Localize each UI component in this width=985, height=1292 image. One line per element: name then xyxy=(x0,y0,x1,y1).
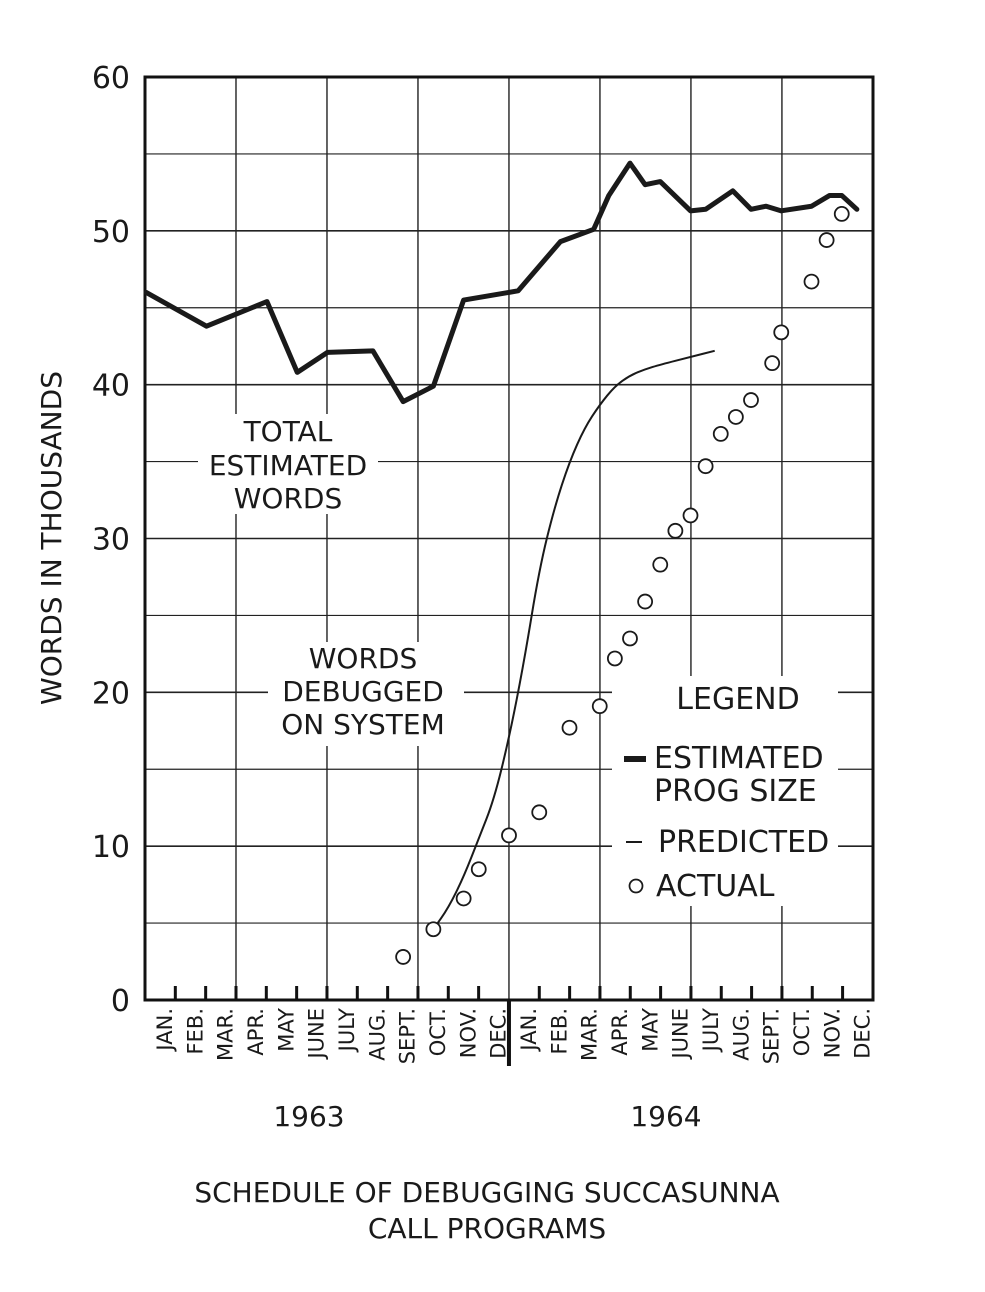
actual-point-4 xyxy=(501,827,517,844)
actual-point-5 xyxy=(531,804,548,821)
total-estimated-line-3: WORDS xyxy=(234,482,343,515)
actual-point-2 xyxy=(455,890,472,907)
total-estimated-mask xyxy=(198,414,378,514)
actual-point-14 xyxy=(697,458,714,475)
series-layer xyxy=(143,160,860,965)
y-tick-30: 30 xyxy=(92,523,130,558)
actual-point-6 xyxy=(561,719,578,736)
actual-point-10 xyxy=(637,593,654,610)
x-tick-label-1: FEB. xyxy=(183,1008,207,1054)
x-tick-label-2: MAR. xyxy=(214,1008,238,1061)
x-tick-label-6: JULY xyxy=(335,1008,359,1053)
legend-estimated-line-2: PROG SIZE xyxy=(654,774,817,809)
actual-point-16 xyxy=(727,409,744,425)
y-tick-10: 10 xyxy=(92,830,130,865)
actual-point-13 xyxy=(682,507,699,524)
actual-point-0 xyxy=(395,949,412,965)
x-tick-label-5: JUNE xyxy=(305,1008,329,1061)
actual-point-3 xyxy=(470,861,487,878)
x-tick-label-19: AUG. xyxy=(729,1008,753,1061)
x-tick-label-0: JAN. xyxy=(153,1008,177,1053)
x-tick-label-21: OCT. xyxy=(790,1008,814,1056)
actual-point-18 xyxy=(764,355,781,372)
grid xyxy=(145,77,873,1000)
y-tick-20: 20 xyxy=(92,676,130,711)
x-tick-label-20: SEPT. xyxy=(760,1008,784,1064)
x-tick-labels: JAN. FEB. MAR. APR. MAY JUNE JULY AUG. SEPT. OCT.… xyxy=(153,1008,875,1064)
x-tick-label-9: OCT. xyxy=(426,1008,450,1056)
words-debugged-line-2: DEBUGGED xyxy=(282,675,444,708)
legend-estimated-line-1: ESTIMATED xyxy=(654,741,824,776)
x-tick-label-18: JULY xyxy=(699,1008,723,1053)
x-ticks xyxy=(173,986,845,1066)
actual-point-9 xyxy=(622,630,638,647)
actual-point-15 xyxy=(712,425,729,442)
x-tick-label-8: SEPT. xyxy=(396,1008,420,1064)
actual-point-1 xyxy=(425,921,442,938)
x-tick-label-14: MAR. xyxy=(578,1008,602,1061)
x-tick-label-12: JAN. xyxy=(517,1008,541,1053)
actual-point-17 xyxy=(743,392,759,408)
actual-point-22 xyxy=(833,206,850,222)
x-tick-label-3: APR. xyxy=(244,1008,268,1056)
x-tick-label-15: APR. xyxy=(608,1008,632,1056)
x-tick-label-22: NOV. xyxy=(820,1008,844,1058)
actual-point-12 xyxy=(667,522,684,539)
chart-title-line-1: SCHEDULE OF DEBUGGING SUCCASUNNA xyxy=(194,1176,779,1209)
actual-point-20 xyxy=(803,273,820,290)
x-tick-label-16: MAY xyxy=(638,1008,662,1052)
chart-title-line-2: CALL PROGRAMS xyxy=(368,1212,606,1245)
total-estimated-line-2: ESTIMATED xyxy=(209,449,367,482)
x-tick-label-4: MAY xyxy=(274,1008,298,1052)
legend-actual-swatch xyxy=(628,878,644,894)
legend-mask xyxy=(612,676,838,906)
words-debugged-line-1: WORDS xyxy=(309,642,418,675)
legend-title: LEGEND xyxy=(676,682,799,717)
x-tick-label-17: JUNE xyxy=(669,1008,693,1061)
year-label-1963: 1963 xyxy=(273,1100,344,1133)
x-tick-label-10: NOV. xyxy=(456,1008,480,1058)
actual-point-21 xyxy=(818,232,835,248)
words-debugged-line-3: ON SYSTEM xyxy=(281,708,445,741)
y-axis-label: WORDS IN THOUSANDS xyxy=(35,371,68,705)
predicted-line xyxy=(432,349,715,930)
actual-point-11 xyxy=(652,556,669,573)
y-tick-50: 50 xyxy=(92,215,130,250)
legend-actual-label: ACTUAL xyxy=(656,869,775,904)
words-debugged-mask xyxy=(268,642,464,746)
x-tick-label-11: DEC. xyxy=(487,1008,511,1059)
actual-point-19 xyxy=(773,324,790,341)
year-label-1964: 1964 xyxy=(630,1100,701,1133)
legend-predicted-label: PREDICTED xyxy=(658,825,829,860)
actual-point-8 xyxy=(606,650,623,667)
estimated-line xyxy=(143,160,860,405)
y-tick-40: 40 xyxy=(92,369,130,404)
x-tick-label-7: AUG. xyxy=(365,1008,389,1061)
y-tick-labels: 0 10 20 30 40 50 60 xyxy=(92,61,130,1019)
total-estimated-line-1: TOTAL xyxy=(243,415,333,448)
y-tick-0: 0 xyxy=(111,984,130,1019)
x-tick-label-13: FEB. xyxy=(547,1008,571,1054)
actual-point-7 xyxy=(591,698,608,715)
x-tick-label-23: DEC. xyxy=(851,1008,875,1059)
y-tick-60: 60 xyxy=(92,61,130,96)
